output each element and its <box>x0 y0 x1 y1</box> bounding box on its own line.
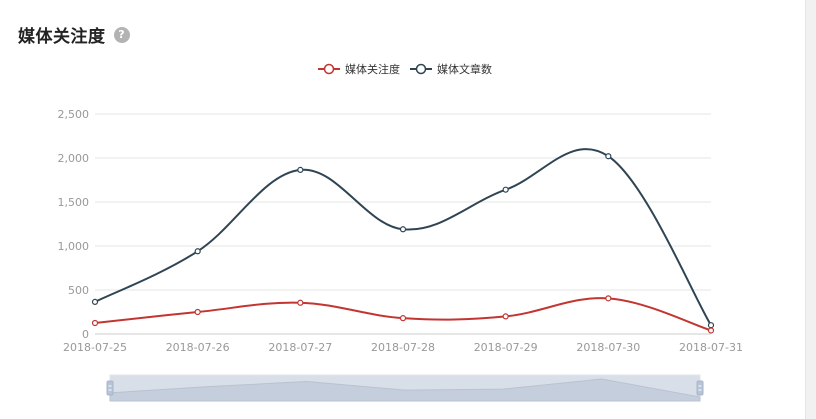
legend-marker <box>415 63 427 75</box>
data-point <box>605 153 612 160</box>
zoom-handle-grip <box>106 380 114 396</box>
x-tick-label: 2018-07-25 <box>63 341 127 354</box>
legend-label: 媒体关注度 <box>345 62 400 76</box>
series-2 <box>91 148 715 329</box>
data-point <box>194 308 201 316</box>
x-tick-label: 2018-07-27 <box>268 341 332 354</box>
data-point <box>297 299 304 306</box>
data-point <box>91 298 99 305</box>
series-1 <box>91 295 715 334</box>
legend-item: 媒体文章数 <box>410 62 492 76</box>
y-tick-label: 1,500 <box>58 196 90 209</box>
data-point <box>91 319 99 327</box>
x-tick-label: 2018-07-30 <box>576 341 640 354</box>
data-zoom-slider <box>106 374 704 402</box>
legend-marker <box>323 63 335 75</box>
zoom-handle-left[interactable] <box>106 380 114 396</box>
legend-item: 媒体关注度 <box>318 62 400 76</box>
page-title: 媒体关注度 <box>18 27 106 47</box>
axes: 0 500 1,000 1,500 2,000 2,500 2018-07-25 2018-0… <box>58 108 743 354</box>
x-tick-label: 2018-07-28 <box>371 341 435 354</box>
legend-label: 媒体文章数 <box>437 62 492 76</box>
vertical-scrollbar[interactable] <box>805 0 816 419</box>
series <box>91 148 715 334</box>
legend: 媒体关注度 媒体文章数 <box>318 62 492 76</box>
y-tick-label: 1,000 <box>58 240 90 253</box>
x-tick-label: 2018-07-29 <box>474 341 538 354</box>
series-line <box>94 297 712 332</box>
x-tick-label: 2018-07-26 <box>166 341 230 354</box>
grid-lines <box>95 113 711 335</box>
data-point <box>605 295 612 302</box>
question-circle-icon[interactable]: ? <box>113 26 130 43</box>
panel-header: 媒体关注度 ? <box>18 22 130 47</box>
zoom-handle-grip <box>696 380 704 396</box>
x-tick-label: 2018-07-31 <box>679 341 743 354</box>
data-point <box>707 327 715 334</box>
data-point <box>194 248 201 255</box>
y-tick-label: 0 <box>82 328 89 341</box>
data-point <box>707 322 715 329</box>
zoom-handle-right[interactable] <box>696 380 704 396</box>
data-point <box>502 313 509 320</box>
data-point <box>399 315 407 322</box>
data-point <box>502 186 509 193</box>
y-tick-label: 500 <box>68 284 89 297</box>
y-tick-label: 2,000 <box>58 152 90 165</box>
data-point <box>399 226 407 233</box>
zoom-preview-area <box>109 378 701 402</box>
y-tick-label: 2,500 <box>58 108 90 121</box>
data-point <box>297 166 304 173</box>
